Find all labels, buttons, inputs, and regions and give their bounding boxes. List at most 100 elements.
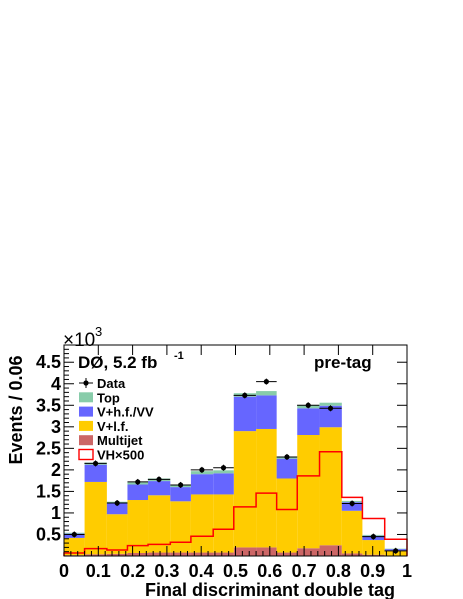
y-tick-label: 2 (51, 460, 61, 480)
bar-v-l-f--2 (106, 514, 128, 554)
bar-top-9 (256, 391, 277, 396)
bar-top-12 (319, 402, 342, 406)
y-tick-label: 3 (51, 417, 61, 437)
bar-multijet-9 (256, 547, 277, 556)
bar-multijet-12 (319, 545, 342, 556)
bar-v-l-f--1 (84, 481, 107, 555)
legend-label: V+h.f./VV (97, 405, 154, 420)
bar-v-h-f-vv-6 (190, 474, 214, 495)
bar-v-l-f--3 (127, 500, 149, 553)
x-tick-label: 0.7 (292, 561, 317, 581)
bar-v-h-f-vv-7 (213, 473, 234, 495)
bar-multijet-10 (276, 552, 298, 556)
legend-label: Top (97, 390, 120, 405)
y-multiplier-text: ×10 (63, 330, 95, 351)
legend-entry-v-h-f-vv: V+h.f./VV (79, 405, 154, 420)
bar-v-h-f-vv-11 (297, 408, 320, 435)
legend-label: Data (97, 376, 126, 391)
bar-v-l-f--4 (148, 495, 171, 553)
legend-entry-data: Data (79, 376, 126, 391)
bar-multijet-1 (84, 554, 107, 556)
y-axis-label: Events / 0.06 (6, 355, 26, 464)
data-point-6 (190, 466, 214, 473)
bar-v-l-f--10 (276, 478, 298, 553)
axis-ticks: 0 0.1 0.2 0.3 0.4 0.5 0.6 0.7 0.8 0.9 10.511.522.5… (36, 344, 412, 581)
y-multiplier-exponent: 3 (95, 324, 102, 339)
bar-v-h-f-vv-10 (276, 458, 298, 479)
x-tick-label: 0.9 (360, 561, 385, 581)
signal-histogram (63, 451, 408, 556)
bar-v-l-f--12 (319, 427, 342, 546)
bar-v-h-f-vv-8 (233, 396, 257, 432)
y-tick-label: 4 (51, 374, 61, 394)
legend-entry-top: Top (79, 390, 120, 405)
x-tick-label: 0.4 (189, 561, 214, 581)
signal-line (63, 451, 408, 556)
bar-v-h-f-vv-9 (256, 395, 277, 429)
bar-v-h-f-vv-3 (127, 484, 149, 501)
bar-multijet-2 (106, 553, 128, 556)
data-point-8 (233, 392, 256, 399)
y-multiplier: ×10 3 (63, 324, 102, 351)
data-point-14 (362, 533, 385, 540)
x-tick-label: 1 (402, 561, 412, 581)
y-tick-label: 2.5 (36, 438, 61, 458)
data-point-7 (213, 464, 234, 471)
data-point-13 (341, 500, 363, 507)
bar-v-l-f--8 (233, 431, 257, 548)
bar-v-h-f-vv-12 (319, 405, 342, 428)
bar-v-h-f-vv-4 (148, 481, 171, 496)
data-point-9 (256, 378, 277, 385)
data-point-1 (84, 460, 107, 467)
legend-label: Multijet (97, 433, 143, 448)
legend-label: VH×500 (97, 448, 144, 463)
bar-multijet-14 (362, 554, 385, 556)
legend-entry-multijet: Multijet (79, 433, 143, 448)
region-label: pre-tag (314, 353, 372, 372)
bar-top-7 (213, 470, 234, 474)
data-point-15 (384, 547, 407, 554)
y-tick-label: 4.5 (36, 352, 61, 372)
bar-multijet-6 (190, 552, 214, 556)
bar-v-h-f-vv-1 (84, 464, 107, 482)
legend-label: V+l.f. (97, 419, 128, 434)
bar-multijet-7 (213, 552, 234, 556)
plot-area: 0 0.1 0.2 0.3 0.4 0.5 0.6 0.7 0.8 0.9 10.511.522.5… (36, 344, 412, 581)
data-point-10 (276, 453, 298, 460)
bar-multijet-8 (233, 547, 257, 556)
data-point-4 (147, 476, 171, 483)
x-tick-label: 0 (59, 561, 69, 581)
x-tick-label: 0.8 (326, 561, 351, 581)
x-tick-label: 0.2 (120, 561, 145, 581)
bar-v-l-f--13 (341, 510, 363, 554)
y-tick-label: 1 (51, 503, 61, 523)
legend-entry-v-l-f-: V+l.f. (79, 419, 128, 434)
bar-v-l-f--7 (213, 494, 234, 553)
data-point-12 (319, 405, 342, 412)
data-point-11 (297, 402, 320, 409)
data-points (64, 378, 407, 554)
bar-v-h-f-vv-2 (106, 503, 128, 515)
bar-v-h-f-vv-5 (170, 487, 191, 502)
y-tick-label: 3.5 (36, 395, 61, 415)
x-tick-label: 0.3 (154, 561, 179, 581)
experiment-label-exponent: -1 (174, 350, 184, 362)
experiment-label: DØ, 5.2 fb -1 (78, 350, 184, 372)
bar-v-l-f--9 (256, 428, 277, 548)
bar-v-l-f--11 (297, 434, 320, 549)
y-tick-label: 0.5 (36, 524, 61, 544)
x-tick-label: 0.5 (223, 561, 248, 581)
data-point-5 (170, 481, 191, 488)
x-axis-label: Final discriminant double tag (145, 580, 395, 599)
data-point-3 (127, 478, 149, 485)
y-tick-label: 1.5 (36, 481, 61, 501)
legend-entry-vh-500: VH×500 (78, 448, 144, 463)
bar-v-l-f--0 (64, 537, 85, 556)
data-point-2 (106, 500, 128, 507)
x-tick-label: 0.6 (257, 561, 282, 581)
stacked-bars (64, 391, 407, 556)
bar-v-h-f-vv-13 (341, 502, 363, 511)
bar-multijet-3 (127, 552, 149, 556)
